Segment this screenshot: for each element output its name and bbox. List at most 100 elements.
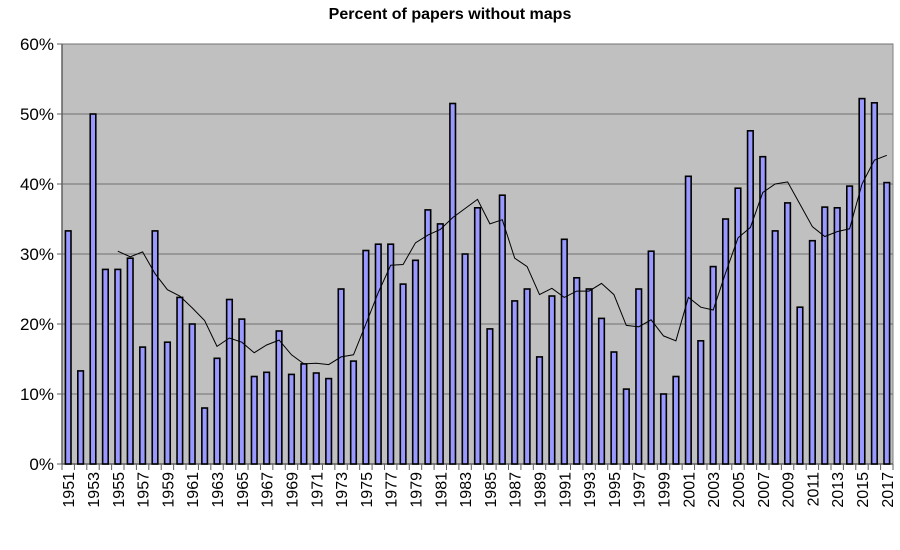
- bar-1990: [548, 295, 556, 465]
- bar-1986: [498, 194, 506, 465]
- x-tick-label: 2017: [880, 472, 897, 508]
- bar-1962: [201, 407, 209, 465]
- bar-1969: [287, 373, 296, 465]
- bar-1980: [424, 209, 432, 465]
- bar-1982: [449, 102, 457, 465]
- y-tick-label: 50%: [20, 105, 54, 124]
- bar-2010: [796, 306, 804, 465]
- bar-2005: [734, 187, 742, 465]
- bar-1974: [349, 360, 358, 465]
- bar-1972: [325, 377, 333, 465]
- bar-2017: [883, 181, 891, 465]
- bar-1964: [225, 298, 234, 465]
- bar-2013: [833, 207, 841, 465]
- x-tick-label: 1975: [359, 472, 376, 508]
- bar-1973: [337, 288, 345, 465]
- y-tick-label: 40%: [20, 175, 54, 194]
- bar-2001: [684, 175, 692, 465]
- bar-2015: [858, 97, 866, 465]
- x-tick-label: 1951: [61, 472, 78, 508]
- x-tick-label: 2005: [731, 472, 748, 508]
- chart-title: Percent of papers without maps: [328, 6, 572, 23]
- x-tick-label: 2003: [706, 472, 723, 508]
- x-tick-label: 1985: [483, 472, 500, 508]
- x-tick-label: 1991: [557, 472, 574, 508]
- x-tick-label: 1961: [185, 472, 202, 508]
- x-tick-label: 1953: [86, 472, 103, 508]
- bar-1951: [64, 230, 72, 465]
- bar-1984: [473, 207, 482, 465]
- bar-1996: [622, 388, 630, 465]
- bar-2006: [746, 130, 754, 465]
- x-tick-label: 1989: [533, 472, 550, 508]
- bar-1985: [486, 328, 494, 465]
- y-tick-label: 60%: [20, 35, 54, 54]
- bar-2009: [783, 202, 792, 465]
- x-tick-label: 2001: [681, 472, 698, 508]
- bar-1966: [250, 375, 258, 465]
- bar-1963: [213, 357, 221, 465]
- bar-1997: [635, 288, 643, 465]
- x-tick-label: 1959: [160, 472, 177, 508]
- x-tick-label: 1983: [458, 472, 475, 508]
- x-tick-label: 2009: [781, 472, 798, 508]
- bar-1958: [151, 230, 159, 465]
- x-tick-label: 1971: [309, 472, 326, 508]
- x-tick-label: 1963: [210, 472, 227, 508]
- y-tick-label: 10%: [20, 385, 54, 404]
- x-tick-label: 1999: [657, 472, 674, 508]
- moving-average-line: [117, 154, 887, 366]
- bar-1992: [573, 276, 581, 465]
- bar-1954: [101, 268, 110, 465]
- bar-1991: [560, 238, 568, 465]
- bar-1994: [597, 317, 606, 465]
- x-tick-label: 1969: [284, 472, 301, 508]
- x-tick-label: 2011: [805, 472, 822, 507]
- x-tick-label: 2007: [756, 472, 773, 508]
- bar-1957: [139, 346, 147, 465]
- bar-1975: [362, 249, 370, 465]
- bar-2002: [697, 339, 705, 465]
- bar-2011: [808, 239, 816, 465]
- x-tick-label: 1955: [111, 472, 128, 508]
- bar-1960: [176, 296, 184, 465]
- x-tick-label: 1995: [607, 472, 624, 508]
- bar-2014: [845, 185, 854, 465]
- bar-1961: [188, 323, 196, 465]
- bar-1983: [461, 253, 469, 465]
- y-tick-label: 20%: [20, 315, 54, 334]
- bar-1999: [659, 393, 668, 465]
- bar-1995: [610, 351, 618, 465]
- x-tick-label: 1957: [136, 472, 153, 508]
- bar-1989: [535, 356, 544, 465]
- x-tick-label: 1997: [632, 472, 649, 508]
- bar-1971: [312, 372, 320, 465]
- bar-2007: [759, 155, 767, 465]
- bar-1988: [523, 288, 531, 465]
- bar-1952: [77, 370, 85, 465]
- bar-1978: [399, 283, 407, 465]
- bar-2004: [721, 218, 730, 465]
- bar-1968: [275, 330, 283, 465]
- x-tick-label: 2013: [830, 472, 847, 508]
- bar-1970: [300, 363, 308, 465]
- x-tick-label: 1973: [334, 472, 351, 508]
- x-tick-label: 2015: [855, 472, 872, 508]
- x-tick-label: 1993: [582, 472, 599, 508]
- bar-1977: [387, 243, 395, 465]
- bar-1959: [163, 341, 172, 465]
- bar-2016: [870, 102, 878, 465]
- bar-1955: [114, 268, 122, 465]
- bar-1956: [126, 257, 134, 465]
- bar-2012: [821, 206, 829, 465]
- bar-2008: [771, 230, 779, 465]
- x-tick-label: 1965: [235, 472, 252, 508]
- x-tick-label: 1981: [433, 472, 450, 508]
- x-tick-label: 1967: [260, 472, 277, 508]
- bar-2000: [672, 375, 680, 465]
- bar-1987: [511, 300, 519, 465]
- x-tick-label: 1979: [408, 472, 425, 508]
- bar-1981: [436, 223, 444, 465]
- bar-1993: [585, 288, 593, 465]
